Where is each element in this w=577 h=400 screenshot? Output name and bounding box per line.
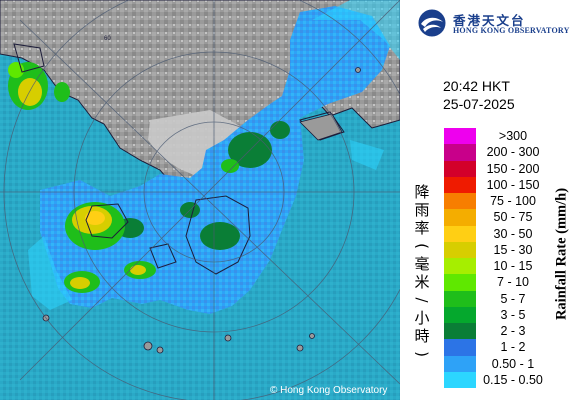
legend-label: 10 - 15: [493, 259, 533, 274]
legend-swatch: [444, 355, 476, 372]
legend-label: 15 - 30: [493, 242, 533, 257]
legend-label: 200 - 300: [486, 145, 540, 160]
legend-swatch: [444, 306, 476, 323]
legend-row: >300: [444, 128, 550, 145]
legend-label: 0.50 - 1: [491, 356, 535, 371]
legend-row: 75 - 100: [444, 193, 550, 210]
legend-row: 200 - 300: [444, 144, 550, 161]
rain-moderate-cells: [8, 62, 239, 293]
legend-row: 50 - 75: [444, 209, 550, 226]
small-islands: [42, 67, 361, 354]
legend-title-en: Rainfall Rate (mm/h): [553, 187, 570, 321]
legend-row: 2 - 3: [444, 323, 550, 340]
legend-swatch: [444, 144, 476, 161]
legend-swatch: [444, 339, 476, 356]
legend-label: 30 - 50: [493, 226, 533, 241]
observatory-logo: 香港天文台 HONG KONG OBSERVATORY: [417, 8, 577, 38]
legend-row: 0.15 - 0.50: [444, 371, 550, 388]
range-ring-label: 60: [104, 36, 111, 42]
legend-swatch: [444, 241, 476, 258]
legend-label: 5 - 7: [500, 291, 526, 306]
legend-title-zh-char: 米: [414, 273, 430, 291]
radar-range-rings: [0, 0, 400, 400]
observatory-name-zh: 香港天文台: [453, 13, 526, 28]
legend-swatch: [444, 176, 476, 193]
legend-label: 100 - 150: [486, 177, 540, 192]
legend-label: 1 - 2: [500, 340, 526, 355]
legend-swatch: [444, 160, 476, 177]
legend-swatch: [444, 290, 476, 307]
legend-title-zh-char: 降: [414, 183, 430, 201]
rainfall-legend: >300 200 - 300 150 - 200 100 - 150 75 - 100 5…: [444, 128, 550, 388]
legend-row: 7 - 10: [444, 274, 550, 291]
legend-row: 30 - 50: [444, 225, 550, 242]
timestamp-time: 20:42 HKT: [443, 78, 510, 94]
observatory-name-en: HONG KONG OBSERVATORY: [453, 26, 570, 35]
observatory-emblem-icon: [417, 8, 447, 38]
legend-row: 15 - 30: [444, 241, 550, 258]
legend-label: 50 - 75: [493, 210, 533, 225]
legend-label: 75 - 100: [490, 194, 536, 209]
legend-label: >300: [498, 129, 528, 144]
legend-row: 100 - 150: [444, 176, 550, 193]
legend-swatch: [444, 193, 476, 210]
copyright-credit: © Hong Kong Observatory: [270, 385, 388, 396]
legend-title-zh-char: ): [413, 351, 431, 357]
info-panel: 香港天文台 HONG KONG OBSERVATORY 20:42 HKT 25…: [400, 0, 577, 400]
legend-title-zh-char: 時: [414, 327, 430, 345]
timestamp-date: 25-07-2025: [443, 96, 515, 112]
legend-row: 150 - 200: [444, 160, 550, 177]
legend-label: 7 - 10: [497, 275, 529, 290]
legend-swatch: [444, 371, 476, 388]
legend-row: 0.50 - 1: [444, 355, 550, 372]
legend-swatch: [444, 209, 476, 226]
legend-swatch: [444, 128, 476, 145]
legend-title-zh-char: 率: [414, 219, 430, 237]
legend-title-zh-char: 雨: [414, 201, 430, 219]
legend-swatch: [444, 258, 476, 275]
legend-row: 1 - 2: [444, 339, 550, 356]
legend-title-zh-char: /: [413, 297, 431, 303]
legend-label: 3 - 5: [500, 307, 526, 322]
legend-row: 5 - 7: [444, 290, 550, 307]
legend-label: 2 - 3: [500, 324, 526, 339]
legend-row: 10 - 15: [444, 258, 550, 275]
legend-title-zh-char: 小: [414, 309, 430, 327]
legend-swatch: [444, 225, 476, 242]
legend-title-zh-char: 毫: [414, 255, 430, 273]
legend-swatch: [444, 323, 476, 340]
radar-map: 60 © Hong Kong Observatory: [0, 0, 400, 400]
legend-label: 0.15 - 0.50: [483, 372, 543, 387]
legend-label: 150 - 200: [486, 161, 540, 176]
urban-area: [148, 110, 240, 176]
legend-swatch: [444, 274, 476, 291]
legend-title-zh: 降雨率 ( 毫米 / 小時): [412, 183, 432, 363]
legend-row: 3 - 5: [444, 306, 550, 323]
legend-title-zh-char: (: [413, 243, 431, 249]
